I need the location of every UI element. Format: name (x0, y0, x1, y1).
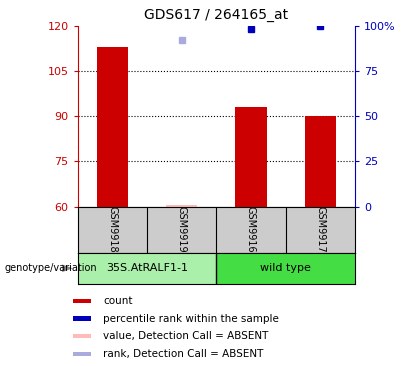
Bar (73, 352, 92, 356)
Text: GSM9917: GSM9917 (315, 206, 325, 253)
Bar (235, 107, 267, 207)
Bar (97, 47, 128, 207)
Bar (78, 253, 216, 284)
Text: GSM9916: GSM9916 (246, 206, 256, 253)
Polygon shape (62, 264, 73, 272)
Text: rank, Detection Call = ABSENT: rank, Detection Call = ABSENT (103, 349, 264, 359)
Text: genotype/variation: genotype/variation (4, 263, 97, 273)
Bar (166, 205, 197, 207)
Text: GSM9919: GSM9919 (177, 206, 186, 253)
Text: GSM9918: GSM9918 (108, 206, 117, 253)
Text: 35S.AtRALF1-1: 35S.AtRALF1-1 (106, 263, 188, 273)
Bar (304, 116, 336, 207)
Text: count: count (103, 296, 133, 306)
Text: value, Detection Call = ABSENT: value, Detection Call = ABSENT (103, 331, 269, 341)
Text: wild type: wild type (260, 263, 311, 273)
Bar (73, 299, 92, 303)
Bar (73, 317, 92, 321)
Bar (216, 253, 355, 284)
Bar (73, 334, 92, 338)
Title: GDS617 / 264165_at: GDS617 / 264165_at (144, 8, 289, 22)
Text: percentile rank within the sample: percentile rank within the sample (103, 314, 279, 324)
